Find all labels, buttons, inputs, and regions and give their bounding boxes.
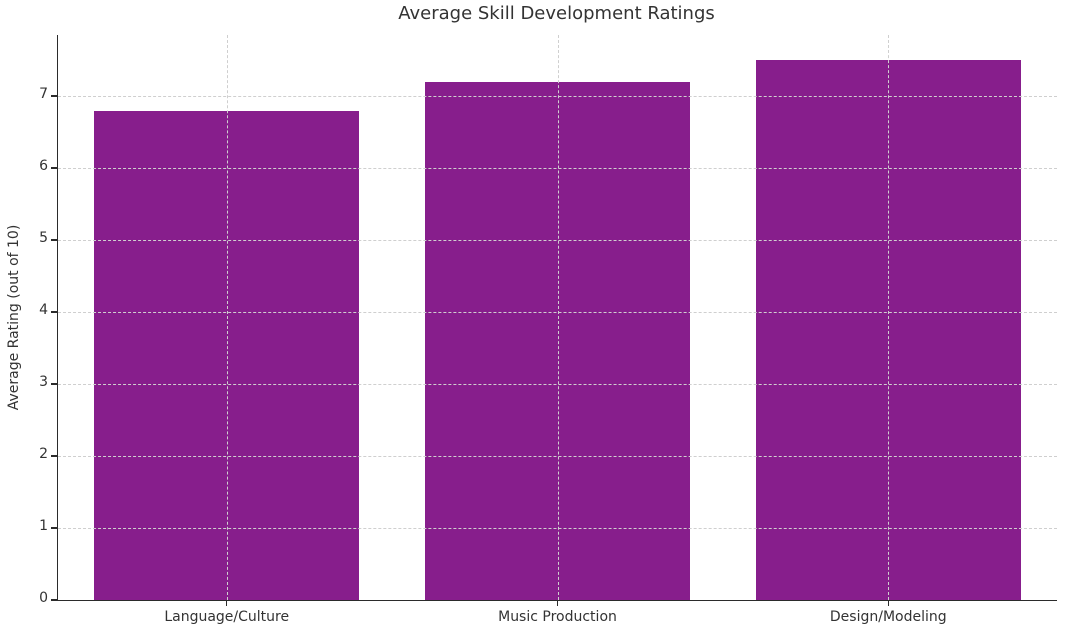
y-tick (51, 95, 57, 97)
x-tick-label: Language/Culture (164, 609, 290, 625)
y-tick (51, 599, 57, 601)
x-tick (887, 600, 890, 606)
y-tick-label: 7 (39, 86, 48, 103)
v-gridline (226, 35, 228, 600)
x-tick-label: Design/Modeling (829, 609, 947, 625)
x-tick (225, 600, 228, 606)
y-tick-label: 5 (39, 230, 48, 247)
y-tick (51, 167, 57, 169)
x-tick-label: Music Production (498, 609, 617, 625)
y-tick (51, 383, 57, 385)
y-tick-label: 1 (39, 518, 48, 535)
y-tick (51, 311, 57, 313)
y-tick-label: 6 (39, 158, 48, 175)
plot-area: 0 1 2 3 4 5 6 7 Language/Culture Music Production… (39, 35, 1057, 625)
y-tick-label: 0 (39, 590, 48, 606)
y-tick (51, 455, 57, 457)
y-tick-label: 2 (39, 446, 48, 463)
chart-title: Average Skill Development Ratings (398, 3, 715, 24)
y-tick-label: 4 (39, 302, 48, 319)
v-gridline (557, 35, 559, 600)
x-tick (556, 600, 559, 606)
y-tick (51, 239, 57, 241)
bar (94, 110, 359, 600)
y-tick (51, 527, 57, 529)
v-gridline (888, 35, 890, 600)
y-tick-label: 3 (39, 374, 48, 391)
